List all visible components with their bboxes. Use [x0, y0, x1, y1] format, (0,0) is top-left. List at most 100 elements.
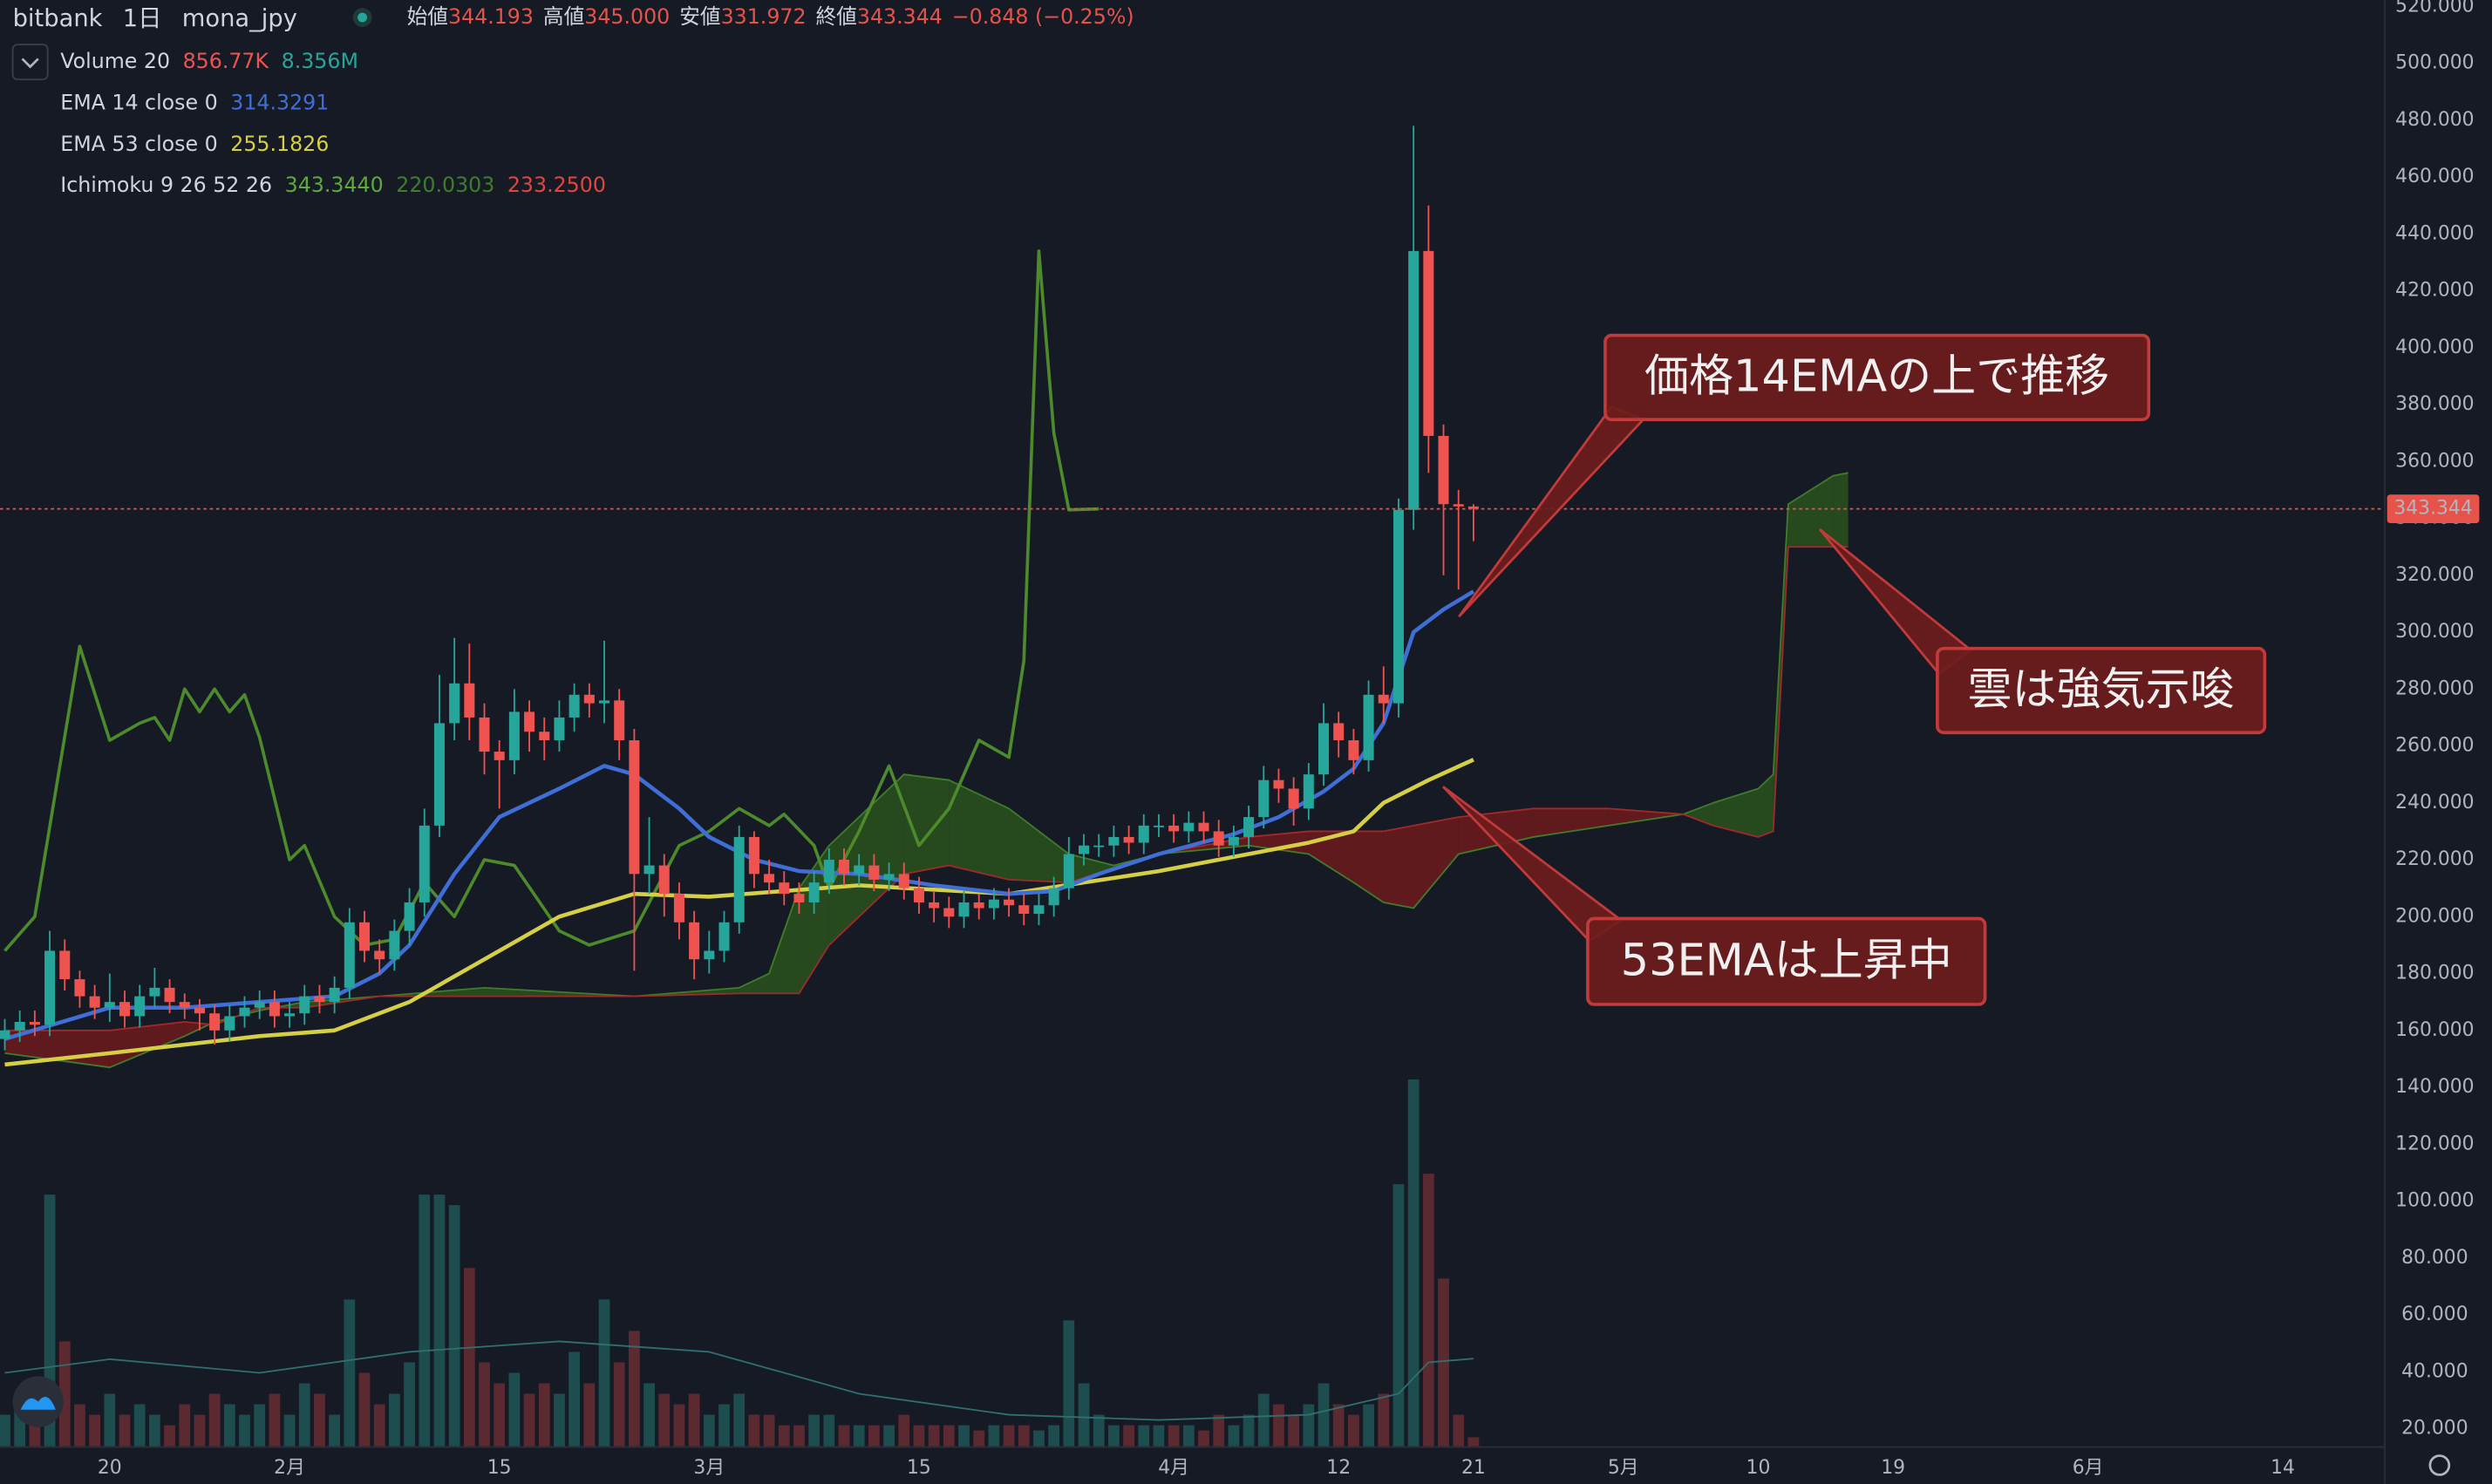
- candle-body: [1033, 905, 1045, 915]
- volume-bar: [523, 1393, 535, 1447]
- candle-body: [929, 902, 940, 909]
- candle-body: [464, 683, 475, 718]
- candle-body: [29, 1022, 40, 1025]
- candle-body: [1453, 504, 1464, 507]
- candle-body: [479, 717, 490, 752]
- candle-body: [1318, 723, 1330, 775]
- candle-body: [1363, 694, 1374, 760]
- volume-bar: [479, 1362, 490, 1447]
- candle-body: [0, 1030, 10, 1039]
- volume-bar: [973, 1430, 985, 1447]
- change: −0.848 (−0.25%): [952, 4, 1134, 29]
- candle-body: [1048, 888, 1059, 906]
- x-tick-label: 21: [1461, 1457, 1486, 1479]
- x-tick-label: 14: [2271, 1457, 2295, 1479]
- candle-body: [1333, 723, 1345, 741]
- volume-bar: [1182, 1425, 1195, 1447]
- ema-14-line: [3, 589, 1475, 1041]
- volume-bar: [104, 1393, 116, 1447]
- candle-body: [524, 711, 535, 732]
- legend-row: Ichimoku 9 26 52 26 343.3440 220.0303 233.2…: [60, 173, 606, 197]
- candle-body: [973, 902, 984, 909]
- volume-bar: [583, 1383, 596, 1447]
- volume-bar: [838, 1425, 850, 1447]
- candle-body: [854, 865, 865, 875]
- volume-bar: [598, 1299, 610, 1447]
- volume-bar: [1303, 1404, 1315, 1447]
- volume-bar: [1288, 1414, 1300, 1447]
- y-tick-label: 180.000: [2395, 963, 2474, 984]
- cloud-fill: [1787, 475, 1834, 548]
- candle-body: [1423, 250, 1434, 436]
- ohlc-label: 高値: [543, 4, 584, 29]
- volume-bar: [148, 1414, 160, 1447]
- candle-body: [508, 711, 520, 760]
- cloud-fill: [903, 774, 950, 875]
- volume-bar: [58, 1341, 71, 1447]
- overlay: bitbank 1日 mona_jpy 始値344.193 高値345.000 安値…: [11, 0, 2480, 1479]
- candle-body: [583, 694, 595, 704]
- volume-bar: [1123, 1425, 1134, 1447]
- y-tick-label: 260.000: [2395, 735, 2474, 757]
- legend-value: 220.0303: [396, 173, 494, 197]
- candle-body: [284, 1013, 296, 1017]
- volume-bar: [1168, 1425, 1180, 1447]
- volume-bar: [629, 1331, 640, 1447]
- candle-body: [779, 882, 790, 895]
- plot-area: [0, 126, 2385, 1447]
- volume-bar: [1332, 1404, 1345, 1447]
- volume-bar: [868, 1425, 880, 1447]
- candle-body: [1153, 825, 1164, 827]
- volume-bar: [1348, 1414, 1359, 1447]
- volume-bar: [733, 1393, 746, 1447]
- candle-body: [793, 894, 805, 902]
- cloud-fill: [1683, 802, 1713, 826]
- y-tick-label: 240.000: [2395, 792, 2474, 813]
- collapse-button[interactable]: [11, 44, 49, 81]
- candle-body: [883, 874, 895, 880]
- volume-bar: [208, 1393, 221, 1447]
- candle-body: [658, 865, 670, 895]
- candle-body: [149, 987, 160, 997]
- candle-body: [689, 922, 700, 960]
- candle-body: [449, 683, 460, 724]
- cloud-fill: [1383, 825, 1414, 909]
- candle-body: [314, 996, 325, 1003]
- cloud-fill: [1533, 808, 1609, 837]
- y-tick-label: 160.000: [2395, 1019, 2474, 1041]
- volume-bar: [569, 1351, 581, 1447]
- cloud-fill: [1249, 831, 1309, 854]
- cloud-fill: [1308, 831, 1354, 883]
- symbol: mona_jpy: [182, 4, 297, 31]
- candle-body: [404, 902, 415, 931]
- candle-body: [419, 825, 430, 902]
- candle-body: [194, 1007, 205, 1014]
- volume-bar: [344, 1299, 356, 1447]
- volume-bar: [928, 1425, 940, 1447]
- candle-body: [988, 899, 999, 909]
- candle-body: [868, 865, 880, 880]
- volume-bar: [554, 1393, 565, 1447]
- cloud-fill: [1009, 808, 1069, 883]
- candle-body: [569, 694, 580, 718]
- candle-body: [1018, 905, 1030, 915]
- volume-bar: [389, 1393, 400, 1447]
- x-tick-label: 6月: [2073, 1457, 2104, 1479]
- cloud-fill: [769, 888, 800, 994]
- candle-body: [1123, 836, 1134, 843]
- x-tick-label: 5月: [1608, 1457, 1639, 1479]
- y-tick-label: 40.000: [2401, 1360, 2468, 1382]
- volume-bar: [1018, 1425, 1030, 1447]
- volume-bar: [494, 1383, 506, 1447]
- volume-bar: [883, 1425, 895, 1447]
- candle-body: [718, 922, 730, 951]
- candle-body: [1258, 779, 1270, 818]
- candle-body: [329, 987, 340, 1003]
- candle-body: [1093, 845, 1105, 848]
- candle-body: [1303, 774, 1314, 809]
- x-tick-label: 2月: [274, 1457, 305, 1479]
- volume-bar: [898, 1414, 910, 1447]
- volume-bar: [74, 1404, 85, 1447]
- settings-button[interactable]: [2428, 1454, 2451, 1476]
